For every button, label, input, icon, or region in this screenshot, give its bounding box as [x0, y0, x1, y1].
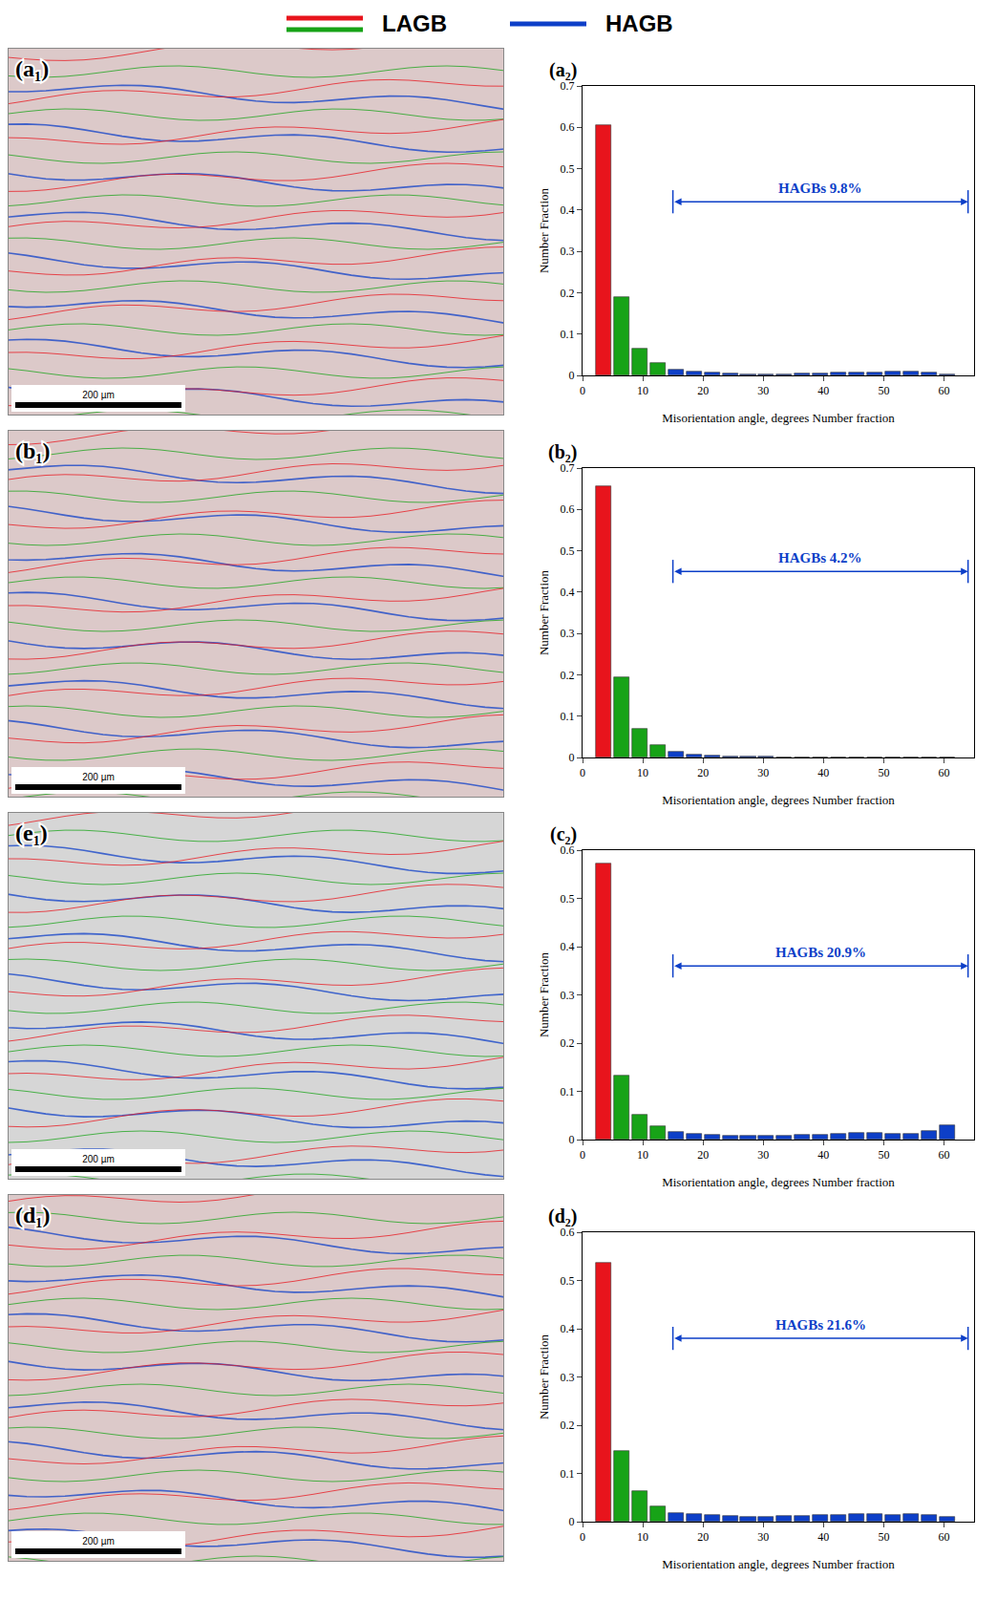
svg-text:(c₂): (c₂) [550, 823, 577, 846]
svg-text:40: 40 [817, 1529, 829, 1544]
svg-text:HAGBs 21.6%: HAGBs 21.6% [775, 1316, 867, 1333]
svg-text:20: 20 [697, 1529, 709, 1544]
svg-text:30: 30 [757, 1147, 769, 1162]
svg-text:0.2: 0.2 [560, 1036, 575, 1050]
svg-text:0: 0 [569, 750, 575, 764]
svg-text:200 µm: 200 µm [82, 1535, 115, 1547]
svg-text:0.1: 0.1 [560, 709, 575, 723]
svg-text:Number Fraction: Number Fraction [536, 187, 552, 274]
svg-text:Number Fraction: Number Fraction [536, 1333, 552, 1420]
svg-text:200 µm: 200 µm [82, 1153, 115, 1165]
svg-text:60: 60 [937, 1147, 950, 1162]
svg-text:0.6: 0.6 [560, 502, 575, 516]
svg-text:0.6: 0.6 [560, 1225, 575, 1239]
svg-text:0.5: 0.5 [560, 1273, 575, 1288]
svg-text:0.1: 0.1 [560, 327, 575, 341]
svg-text:0.7: 0.7 [560, 79, 575, 93]
svg-text:0.2: 0.2 [560, 286, 575, 300]
svg-text:10: 10 [636, 765, 649, 780]
svg-text:(a₂): (a₂) [549, 59, 577, 82]
svg-text:0.3: 0.3 [560, 988, 575, 1002]
svg-text:0.6: 0.6 [560, 120, 575, 134]
svg-text:0.3: 0.3 [560, 626, 575, 640]
svg-text:Misorientation angle, degrees: Misorientation angle, degrees Number fra… [661, 410, 895, 425]
svg-text:20: 20 [697, 1147, 709, 1162]
svg-text:0.3: 0.3 [560, 1370, 575, 1384]
svg-text:Number Fraction: Number Fraction [536, 951, 552, 1038]
svg-text:Number Fraction: Number Fraction [536, 569, 552, 656]
svg-text:20: 20 [697, 765, 709, 780]
svg-text:10: 10 [636, 1529, 649, 1544]
svg-text:50: 50 [877, 1147, 890, 1162]
svg-text:0.7: 0.7 [560, 461, 575, 475]
svg-text:40: 40 [817, 1147, 829, 1162]
svg-text:40: 40 [817, 765, 829, 780]
svg-text:0.6: 0.6 [560, 843, 575, 857]
svg-text:0.5: 0.5 [560, 891, 575, 906]
svg-text:50: 50 [877, 383, 890, 398]
svg-text:0: 0 [579, 1147, 586, 1162]
svg-text:(e₁): (e₁) [15, 820, 48, 846]
svg-text:0.4: 0.4 [560, 585, 575, 599]
svg-text:(a₁): (a₁) [15, 56, 49, 82]
svg-text:30: 30 [757, 1529, 769, 1544]
svg-text:60: 60 [937, 1529, 950, 1544]
svg-text:Misorientation angle, degrees: Misorientation angle, degrees Number fra… [661, 792, 895, 807]
svg-text:0: 0 [579, 1529, 586, 1544]
svg-text:0: 0 [569, 368, 575, 382]
svg-text:10: 10 [636, 383, 649, 398]
svg-text:HAGBs 4.2%: HAGBs 4.2% [778, 550, 863, 566]
svg-text:200 µm: 200 µm [82, 771, 115, 783]
svg-text:0.2: 0.2 [560, 1418, 575, 1432]
svg-text:(b₁): (b₁) [15, 438, 51, 464]
svg-text:HAGB: HAGB [605, 10, 674, 37]
svg-text:10: 10 [636, 1147, 649, 1162]
svg-text:0.4: 0.4 [560, 203, 575, 217]
svg-text:30: 30 [757, 765, 769, 780]
svg-text:40: 40 [817, 383, 829, 398]
svg-text:20: 20 [697, 383, 709, 398]
svg-text:0.2: 0.2 [560, 668, 575, 682]
svg-text:0.4: 0.4 [560, 939, 575, 954]
svg-text:0: 0 [569, 1132, 575, 1146]
svg-text:0: 0 [579, 383, 586, 398]
svg-text:Misorientation angle, degrees: Misorientation angle, degrees Number fra… [661, 1556, 895, 1571]
svg-text:(d₂): (d₂) [548, 1205, 577, 1228]
svg-text:Misorientation angle, degrees: Misorientation angle, degrees Number fra… [661, 1174, 895, 1189]
svg-text:0: 0 [569, 1514, 575, 1528]
svg-text:HAGBs 9.8%: HAGBs 9.8% [778, 180, 863, 196]
svg-text:LAGB: LAGB [381, 10, 447, 37]
svg-text:0: 0 [579, 765, 586, 780]
svg-text:0.1: 0.1 [560, 1084, 575, 1099]
svg-text:(d₁): (d₁) [15, 1202, 51, 1228]
svg-text:HAGBs 20.9%: HAGBs 20.9% [775, 944, 867, 960]
svg-text:0.5: 0.5 [560, 162, 575, 176]
svg-text:50: 50 [877, 765, 890, 780]
svg-text:60: 60 [937, 765, 950, 780]
svg-text:0.3: 0.3 [560, 244, 575, 258]
svg-text:(b₂): (b₂) [548, 441, 577, 464]
svg-text:30: 30 [757, 383, 769, 398]
svg-text:0.1: 0.1 [560, 1466, 575, 1481]
svg-text:0.4: 0.4 [560, 1321, 575, 1336]
svg-text:50: 50 [877, 1529, 890, 1544]
svg-text:60: 60 [937, 383, 950, 398]
svg-text:0.5: 0.5 [560, 544, 575, 558]
svg-text:200 µm: 200 µm [82, 389, 115, 401]
